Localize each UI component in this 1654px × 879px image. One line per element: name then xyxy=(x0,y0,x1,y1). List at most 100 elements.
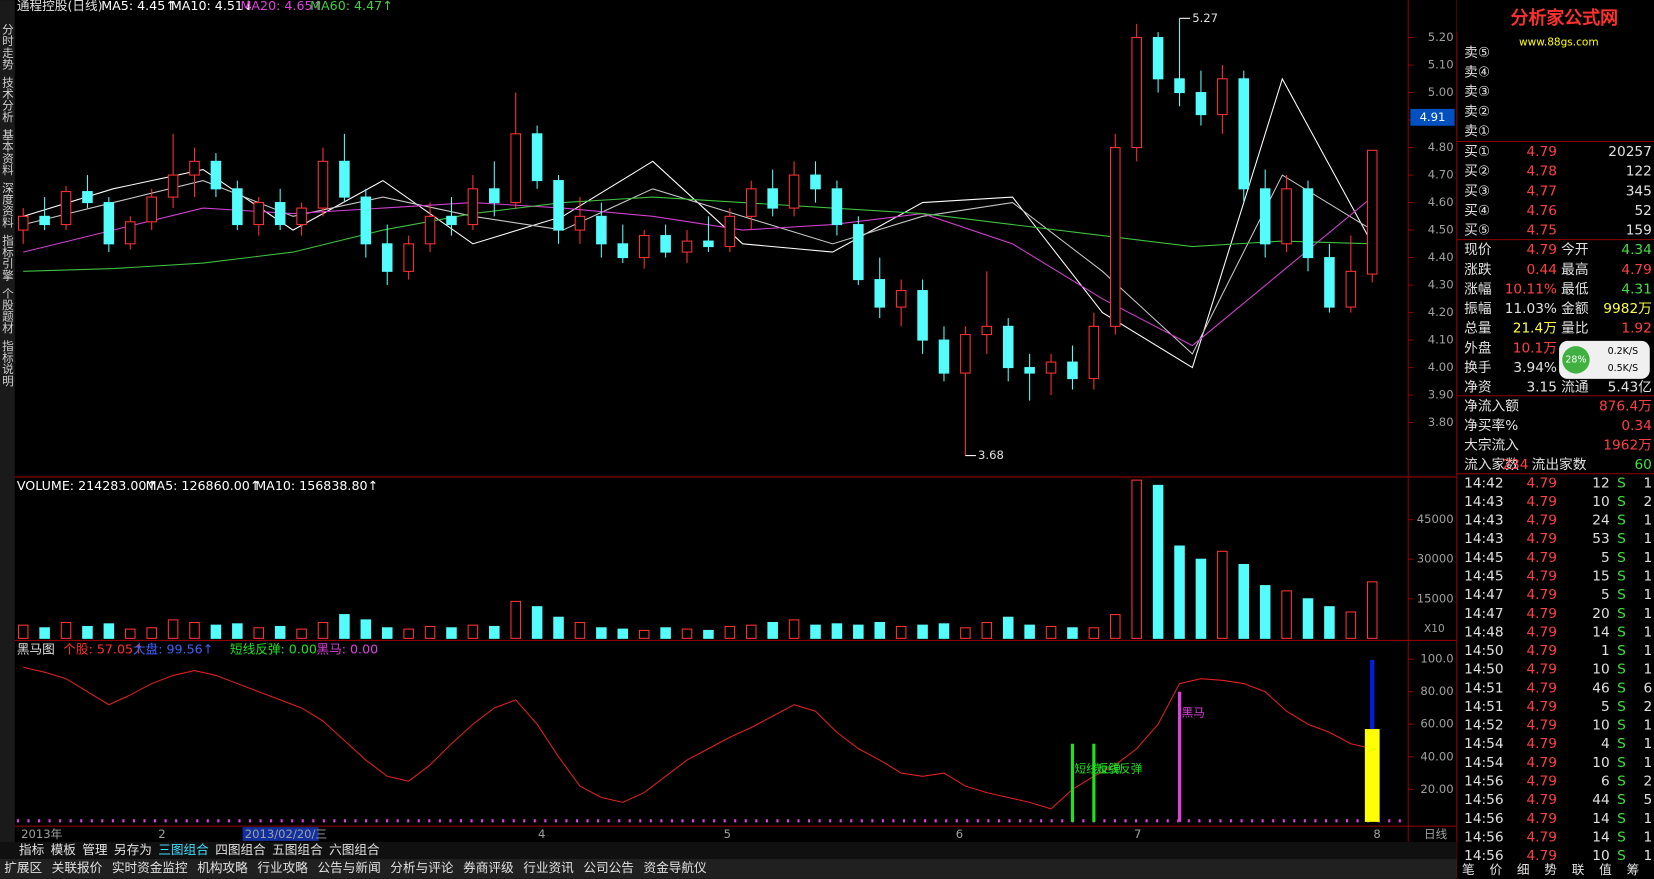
bottom-link[interactable]: 行业资讯 xyxy=(523,860,574,875)
tick-volume: 46 xyxy=(1592,680,1609,696)
signal-label: 短线反弹 xyxy=(1096,762,1143,776)
bottom-link[interactable]: 实时资金监控 xyxy=(112,860,188,875)
candle-body xyxy=(274,202,286,226)
x-tick-label: 2 xyxy=(158,827,165,841)
tick-time: 14:42 xyxy=(1464,475,1504,491)
y-tick-label: 100.0 xyxy=(1420,652,1453,666)
candle-body xyxy=(1217,78,1228,116)
tick-side: S xyxy=(1617,680,1626,696)
candle-body xyxy=(1067,361,1078,380)
tick-side: S xyxy=(1617,829,1626,845)
tick-side: S xyxy=(1617,774,1626,790)
right-tab[interactable]: 联 xyxy=(1572,862,1585,877)
legend-entry: MA60: 4.47↑ xyxy=(310,0,393,13)
candle-body xyxy=(232,188,243,226)
volume-bar xyxy=(446,627,457,639)
stat-value: 21.4万 xyxy=(1513,321,1557,337)
tick-volume: 5 xyxy=(1601,699,1610,715)
volume-bar xyxy=(467,624,479,639)
stat-label: 量比 xyxy=(1561,321,1588,337)
date-highlight xyxy=(242,827,319,841)
volume-bar xyxy=(788,619,800,639)
stat-label: 流通 xyxy=(1561,379,1589,395)
candle-body xyxy=(810,174,821,190)
volume-bar xyxy=(17,624,29,639)
buy-volume: 52 xyxy=(1634,203,1651,219)
y-tick-label: 3.80 xyxy=(1428,415,1454,429)
candle-body xyxy=(17,215,29,231)
tab[interactable]: 另存为 xyxy=(114,842,152,857)
stat-label: 净资 xyxy=(1464,379,1491,395)
tick-side: S xyxy=(1617,606,1626,622)
bottom-link[interactable]: 公司公告 xyxy=(583,860,634,875)
side-tab[interactable]: 指标说明 xyxy=(1,339,15,387)
tab[interactable]: 模板 xyxy=(51,842,77,857)
stat-label: 今开 xyxy=(1561,242,1588,258)
bottom-link[interactable]: 券商评级 xyxy=(463,860,514,875)
tick-side: S xyxy=(1617,568,1626,584)
candle-body xyxy=(103,202,115,245)
y-tick-label: 45000 xyxy=(1417,512,1454,526)
buy-label: 买③ xyxy=(1464,183,1490,199)
tab[interactable]: 管理 xyxy=(82,842,108,857)
right-tab[interactable]: 势 xyxy=(1544,862,1557,877)
side-tab[interactable]: 基本资料 xyxy=(1,129,15,176)
last-price-box xyxy=(1410,108,1455,126)
candle-body xyxy=(703,240,714,248)
right-tab[interactable]: 细 xyxy=(1517,862,1530,877)
tick-count: 1 xyxy=(1643,513,1652,529)
sell-label: 卖② xyxy=(1464,104,1490,120)
tick-price: 4.79 xyxy=(1526,606,1557,622)
volume-bar xyxy=(1324,606,1335,639)
right-tab[interactable]: 筹 xyxy=(1627,862,1640,877)
side-tab[interactable]: 个股题材 xyxy=(1,287,15,333)
legend-entry: MA10: 156838.80↑ xyxy=(255,478,378,493)
candle-body xyxy=(124,221,136,245)
bottom-link[interactable]: 机构攻略 xyxy=(197,860,248,875)
tab[interactable]: 六图组合 xyxy=(329,842,380,857)
tick-side: S xyxy=(1617,699,1626,715)
stat-value: 5.43亿 xyxy=(1608,379,1652,395)
tab[interactable]: 三图组合 xyxy=(158,842,209,857)
volume-bar xyxy=(1217,550,1228,639)
side-tab[interactable]: 深度资料 xyxy=(1,181,15,229)
y-tick-label: 4.80 xyxy=(1428,140,1454,154)
y-tick-label: 5.20 xyxy=(1428,30,1454,44)
side-tab[interactable]: 技术分析 xyxy=(1,76,15,123)
tab[interactable]: 四图组合 xyxy=(215,842,266,857)
y-tick-label: 60.00 xyxy=(1420,717,1453,731)
y-tick-label: 5.00 xyxy=(1428,85,1454,99)
right-tab[interactable]: 笔 xyxy=(1462,862,1475,877)
volume-bar xyxy=(1281,590,1292,639)
volume-bar xyxy=(853,624,864,639)
tab[interactable]: 五图组合 xyxy=(272,842,323,857)
candle-body xyxy=(489,188,500,204)
volume-bar xyxy=(767,621,778,639)
side-tab[interactable]: 分时走势 xyxy=(1,23,15,69)
volume-bar xyxy=(938,623,950,639)
bottom-link[interactable]: 行业攻略 xyxy=(257,860,308,875)
volume-bar xyxy=(895,625,907,639)
bottom-link[interactable]: 分析与评论 xyxy=(390,860,454,875)
tab[interactable]: 指标 xyxy=(19,842,45,857)
volume-bar xyxy=(596,627,607,639)
stat-label: 金额 xyxy=(1561,301,1589,317)
tick-volume: 14 xyxy=(1592,829,1609,845)
right-tab[interactable]: 价 xyxy=(1489,862,1502,877)
bottom-link[interactable]: 扩展区 xyxy=(4,860,42,875)
bottom-link[interactable]: 公告与新闻 xyxy=(318,860,381,875)
tick-side: S xyxy=(1617,811,1626,827)
right-tab[interactable]: 值 xyxy=(1599,862,1612,877)
chart-title: 黑马图 xyxy=(17,641,55,656)
candle-body xyxy=(424,215,436,245)
volume-bar xyxy=(210,624,222,639)
side-tab[interactable]: 指标引擎 xyxy=(1,234,15,281)
widget-percent: 28% xyxy=(1565,354,1586,365)
y-tick-label: 5.10 xyxy=(1428,58,1454,72)
volume-bar xyxy=(360,619,372,639)
bottom-link[interactable]: 资金导航仪 xyxy=(643,860,707,875)
y-tick-label: 4.10 xyxy=(1428,333,1454,347)
tick-time: 14:56 xyxy=(1464,848,1504,864)
bottom-link[interactable]: 关联报价 xyxy=(52,860,103,875)
legend-entry: MA5: 4.45↑ xyxy=(101,0,176,13)
